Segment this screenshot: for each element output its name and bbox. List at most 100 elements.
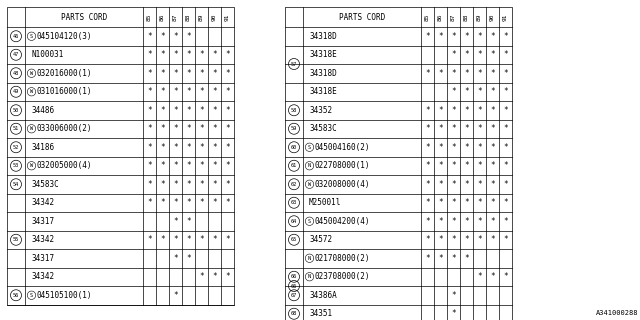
Text: 023708000(2): 023708000(2) [314, 272, 370, 281]
Text: *: * [147, 124, 152, 133]
Text: 49: 49 [13, 89, 19, 94]
Text: *: * [451, 180, 456, 189]
Text: *: * [173, 217, 178, 226]
Text: 34318E: 34318E [309, 87, 337, 96]
Text: *: * [173, 69, 178, 78]
Text: *: * [147, 180, 152, 189]
Text: *: * [503, 124, 508, 133]
Text: *: * [477, 235, 482, 244]
Text: N: N [308, 256, 311, 261]
Text: *: * [160, 87, 165, 96]
Text: 045105100(1): 045105100(1) [36, 291, 92, 300]
Text: *: * [199, 198, 204, 207]
Text: S: S [308, 145, 311, 150]
Text: *: * [503, 198, 508, 207]
Text: *: * [503, 161, 508, 170]
Text: *: * [503, 32, 508, 41]
Text: *: * [186, 235, 191, 244]
Text: 67: 67 [291, 293, 297, 298]
Text: *: * [147, 161, 152, 170]
Text: 55: 55 [13, 237, 19, 242]
Text: 34318D: 34318D [309, 32, 337, 41]
Text: *: * [451, 69, 456, 78]
Text: *: * [186, 124, 191, 133]
Text: *: * [490, 143, 495, 152]
Text: 34317: 34317 [31, 217, 54, 226]
Text: 53: 53 [13, 163, 19, 168]
Text: 63: 63 [291, 200, 297, 205]
Text: *: * [503, 272, 508, 281]
Text: *: * [451, 143, 456, 152]
Text: *: * [160, 32, 165, 41]
Text: *: * [464, 161, 469, 170]
Text: *: * [160, 106, 165, 115]
Text: *: * [225, 106, 230, 115]
Text: *: * [425, 180, 430, 189]
Text: *: * [173, 198, 178, 207]
Text: *: * [147, 87, 152, 96]
Text: *: * [160, 50, 165, 59]
Text: 34486: 34486 [31, 106, 54, 115]
Text: 34342: 34342 [31, 272, 54, 281]
Text: *: * [490, 217, 495, 226]
Text: *: * [464, 198, 469, 207]
Text: *: * [464, 254, 469, 263]
Text: 46: 46 [13, 34, 19, 39]
Text: 48: 48 [13, 71, 19, 76]
Text: *: * [225, 87, 230, 96]
Text: *: * [464, 87, 469, 96]
Text: 032008000(4): 032008000(4) [314, 180, 370, 189]
Text: 51: 51 [13, 126, 19, 131]
Text: 34352: 34352 [309, 106, 332, 115]
Text: *: * [503, 180, 508, 189]
Text: PARTS CORD: PARTS CORD [61, 12, 107, 21]
Text: N: N [308, 274, 311, 279]
Text: 85: 85 [425, 13, 430, 21]
Text: *: * [160, 161, 165, 170]
Text: *: * [425, 106, 430, 115]
Text: *: * [147, 235, 152, 244]
Text: *: * [186, 69, 191, 78]
Text: *: * [199, 272, 204, 281]
Text: 34317: 34317 [31, 254, 54, 263]
Text: 87: 87 [173, 13, 178, 21]
Text: *: * [225, 143, 230, 152]
Text: *: * [212, 50, 217, 59]
Text: *: * [438, 180, 443, 189]
Text: *: * [173, 106, 178, 115]
Text: *: * [212, 87, 217, 96]
Text: 022708000(1): 022708000(1) [314, 161, 370, 170]
Text: *: * [477, 87, 482, 96]
Text: 88: 88 [186, 13, 191, 21]
Text: *: * [451, 106, 456, 115]
Text: 34342: 34342 [31, 235, 54, 244]
Text: 045004200(4): 045004200(4) [314, 217, 370, 226]
Text: *: * [438, 198, 443, 207]
Text: 66: 66 [291, 274, 297, 279]
Text: 045004160(2): 045004160(2) [314, 143, 370, 152]
Text: *: * [160, 235, 165, 244]
Text: 89: 89 [477, 13, 482, 21]
Text: 031016000(1): 031016000(1) [36, 87, 92, 96]
Text: 86: 86 [438, 13, 443, 21]
Text: *: * [147, 198, 152, 207]
Text: *: * [464, 143, 469, 152]
Text: 58: 58 [291, 108, 297, 113]
Text: *: * [490, 106, 495, 115]
Text: 91: 91 [503, 13, 508, 21]
Text: *: * [225, 69, 230, 78]
Text: *: * [147, 143, 152, 152]
Text: *: * [490, 161, 495, 170]
Text: N100031: N100031 [31, 50, 63, 59]
Text: 52: 52 [13, 145, 19, 150]
Text: *: * [464, 235, 469, 244]
Text: *: * [212, 235, 217, 244]
Text: *: * [173, 254, 178, 263]
Text: 045104120(3): 045104120(3) [36, 32, 92, 41]
Text: *: * [438, 161, 443, 170]
Text: 90: 90 [490, 13, 495, 21]
Text: *: * [477, 272, 482, 281]
Text: 34572: 34572 [309, 235, 332, 244]
Text: *: * [186, 106, 191, 115]
Text: *: * [199, 161, 204, 170]
